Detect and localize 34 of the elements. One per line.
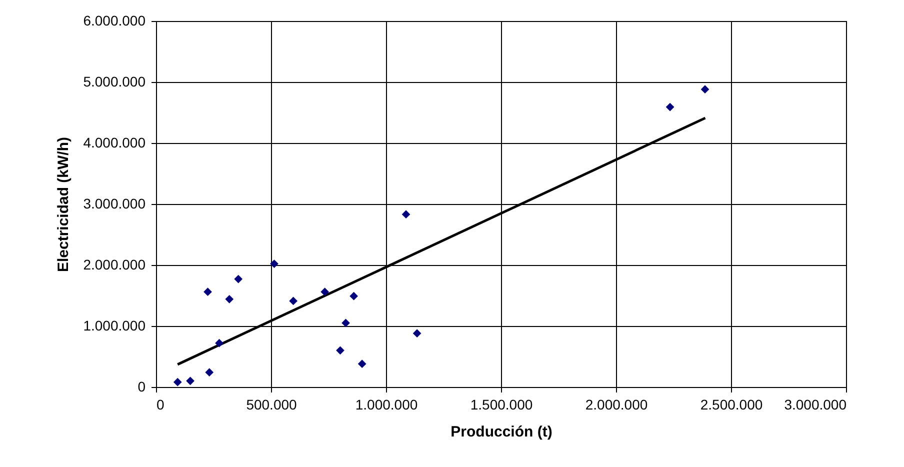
point: [270, 260, 278, 268]
point: [700, 85, 710, 94]
point: [666, 102, 674, 112]
x-tick-label: 500.000: [246, 396, 298, 412]
x-tick-label: 3.000.000: [784, 396, 847, 412]
point: [336, 346, 344, 355]
point: [412, 329, 422, 338]
point: [204, 288, 212, 296]
x-tick-label: 1.500.000: [470, 396, 533, 412]
point: [350, 292, 358, 300]
point: [186, 376, 194, 386]
point: [289, 296, 298, 306]
x-tick-label: 2.000.000: [585, 396, 648, 412]
y-axis-title: Electricidad (kW/h): [55, 136, 72, 272]
point: [234, 274, 243, 284]
y-tick-label: 5.000.000: [83, 74, 146, 90]
y-tick-label: 4.000.000: [83, 134, 146, 150]
y-tick-label: 6.000.000: [83, 12, 146, 28]
y-tick-label: 0: [138, 378, 146, 394]
point: [358, 360, 366, 368]
point: [205, 368, 214, 377]
point: [215, 338, 224, 348]
point: [225, 294, 234, 304]
point: [320, 288, 330, 296]
x-axis-title: Producción (t): [450, 424, 552, 440]
point: [402, 210, 410, 219]
y-tick-label: 2.000.000: [83, 256, 146, 272]
x-tick-label: 0: [156, 396, 164, 412]
x-tick-label: 2.500.000: [700, 396, 763, 412]
y-tick-label: 3.000.000: [83, 196, 146, 212]
point: [173, 378, 182, 386]
x-tick-label: 1.000.000: [355, 396, 418, 412]
y-tick-label: 1.000.000: [83, 318, 146, 334]
point: [342, 318, 350, 328]
